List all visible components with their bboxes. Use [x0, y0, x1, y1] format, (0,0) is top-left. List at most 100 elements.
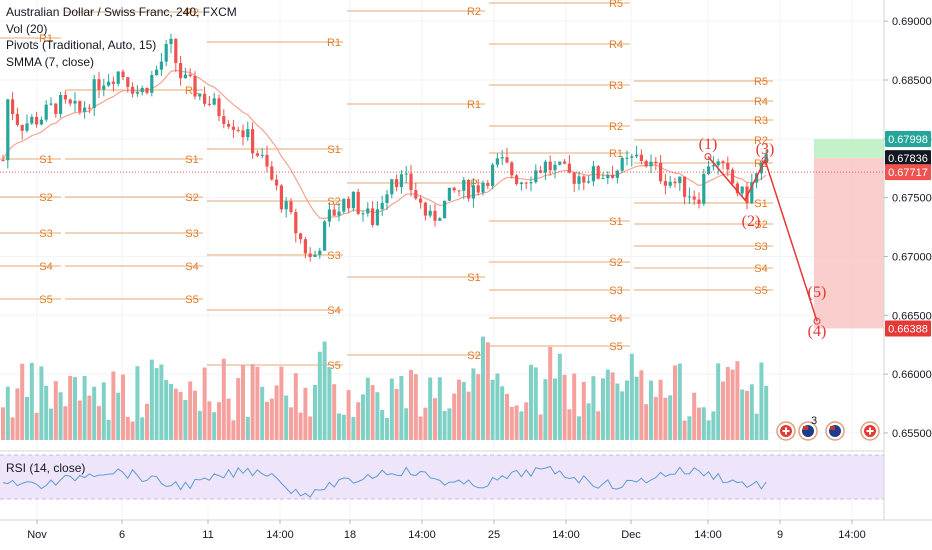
candle-body [399, 174, 403, 188]
volume-bar [370, 385, 375, 440]
candle-body [663, 181, 667, 186]
pivot-label: R1 [467, 99, 481, 111]
pivot-label: R1 [327, 37, 341, 49]
candle-body [83, 107, 87, 112]
volume-bar [145, 403, 149, 440]
volume-bar [682, 420, 687, 440]
candle-body [102, 85, 106, 90]
volume-bar [111, 371, 116, 440]
volume-bar [413, 374, 418, 440]
candle-body [481, 182, 485, 193]
volume-bar [653, 396, 658, 440]
candle-body [697, 199, 701, 204]
candle-body [193, 76, 197, 97]
volume-bar [620, 391, 625, 440]
candle-body [635, 154, 639, 157]
volume-bar [749, 384, 754, 440]
legend-vol: Vol (20) [6, 21, 48, 36]
pivot-label: R3 [754, 115, 768, 127]
volume-bar [135, 366, 140, 440]
candle-body [116, 71, 120, 84]
candle-body [529, 182, 533, 184]
candle-body [505, 157, 509, 163]
pivot-label: S1 [327, 144, 340, 156]
y-tick-label: 0.66000 [892, 369, 932, 381]
pivot-label: R1 [609, 148, 623, 160]
volume-bar [418, 416, 423, 440]
volume-bar [644, 404, 649, 440]
x-tick-label: 25 [488, 529, 500, 541]
volume-bar [164, 379, 169, 440]
wave-label: (1) [699, 136, 718, 153]
price-tag-label: 0.67717 [888, 167, 928, 179]
pivot-label: S1 [39, 154, 52, 166]
volume-bar [466, 391, 471, 440]
candle-body [423, 202, 427, 216]
volume-bar [351, 417, 356, 440]
volume-bar [279, 366, 284, 440]
rsi-line [2, 465, 767, 498]
candle-body [39, 119, 43, 125]
volume-bar [447, 408, 452, 440]
candle-body [764, 153, 768, 163]
candle-body [596, 166, 600, 179]
candle-body [121, 71, 125, 78]
volume-bar [356, 402, 361, 440]
candle-body [270, 166, 274, 180]
volume-bar [202, 367, 207, 440]
pivot-label: S5 [185, 294, 198, 306]
candle-body [68, 99, 72, 104]
volume-bar [44, 385, 49, 440]
volume-bar [538, 414, 543, 440]
pivot-lines: R1 S1 S2 S3 S4 S5 R2 R1 S1 S2 S3 S4 S5 R1 S1 S2 S3 S4 S5 R2… [0, 0, 773, 372]
volume-bar [130, 421, 135, 440]
volume-bar [553, 378, 557, 440]
wave-path [707, 155, 818, 322]
pivot-label: S4 [609, 313, 622, 325]
candle-body [236, 129, 240, 131]
volume-bar [178, 391, 183, 440]
volume-bar [97, 406, 101, 440]
volume-bar [365, 377, 370, 440]
pivot-label: S5 [609, 341, 622, 353]
candle-body [169, 38, 173, 44]
volume-bar [629, 353, 634, 440]
pivot-label: R1 [185, 85, 199, 97]
candle-body [231, 126, 235, 130]
candle-body [217, 98, 221, 117]
candle-body [495, 158, 499, 165]
volume-bar [716, 363, 721, 440]
volume-bar [274, 385, 279, 440]
candle-body [164, 43, 168, 62]
candle-body [198, 93, 202, 97]
pivot-label: R5 [609, 0, 623, 10]
y-tick-label: 0.69000 [892, 16, 932, 28]
candle-body [443, 200, 447, 219]
candle-body [409, 173, 413, 191]
candle-body [361, 213, 365, 215]
aus-flag-union [803, 426, 808, 430]
volume-bar [581, 381, 586, 440]
volume-bar [433, 398, 437, 440]
volume-bar [226, 398, 231, 440]
candle-body [20, 124, 24, 131]
volume-bar [754, 413, 759, 440]
volume-bar [562, 374, 567, 440]
candle-body [207, 103, 211, 105]
price-tag-label: 0.66388 [888, 323, 928, 335]
volume-bar [572, 373, 577, 440]
legend: Australian Dollar / Swiss Franc, 240, FX… [6, 4, 237, 70]
wave-label: (3) [756, 141, 775, 158]
pivot-label: R4 [754, 96, 768, 108]
volume-bar [15, 388, 20, 440]
candle-body [639, 154, 643, 162]
volume-bar [605, 369, 610, 440]
candle-body [135, 92, 139, 94]
candle-body [558, 161, 562, 165]
volume-bar [327, 367, 332, 440]
volume-bar [77, 400, 82, 440]
volume-bar [308, 416, 313, 440]
x-tick-label: 14:00 [552, 529, 580, 541]
candle-body [131, 86, 135, 94]
candle-body [222, 116, 226, 124]
